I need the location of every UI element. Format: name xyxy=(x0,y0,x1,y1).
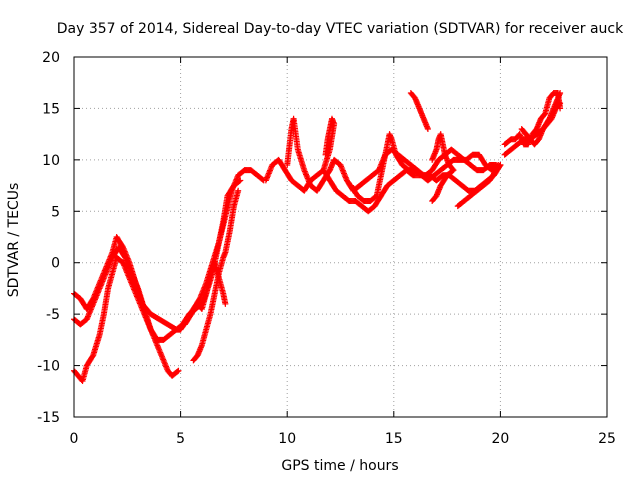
data-point xyxy=(496,163,503,170)
data-point xyxy=(89,353,96,360)
data-point xyxy=(236,178,243,185)
x-tick-label: 10 xyxy=(278,431,296,447)
data-point xyxy=(237,177,244,184)
data-point xyxy=(497,162,504,168)
x-tick-label: 20 xyxy=(491,431,509,447)
series-trace-9 xyxy=(348,131,502,204)
x-tick-label: 0 xyxy=(70,431,79,447)
series-trace-11 xyxy=(429,131,457,204)
y-tick-label: 0 xyxy=(51,256,60,272)
series-trace-15 xyxy=(518,100,564,148)
series-trace-10 xyxy=(407,90,431,132)
axis-ticks xyxy=(73,56,608,418)
y-tick-label: 20 xyxy=(42,50,60,66)
data-point xyxy=(430,196,437,203)
y-axis-label: SDTVAR / TECUs xyxy=(6,183,22,298)
data-points xyxy=(71,90,564,384)
y-tick-label: -5 xyxy=(46,307,60,323)
y-tick-label: 15 xyxy=(42,101,60,117)
data-point xyxy=(174,368,181,375)
series-trace-12 xyxy=(454,162,504,210)
data-point xyxy=(424,126,431,132)
data-point xyxy=(259,176,266,183)
chart-title: Day 357 of 2014, Sidereal Day-to-day VTE… xyxy=(57,21,624,37)
y-tick-label: -15 xyxy=(37,410,60,426)
y-tick-label: 5 xyxy=(51,204,60,220)
tick-labels: 0 5 10 15 20 25 -15 -10 -5 0 5 10 15 20 xyxy=(37,50,616,447)
x-axis-label: GPS time / hours xyxy=(281,458,398,474)
data-point xyxy=(429,198,436,204)
data-point xyxy=(235,187,242,194)
series-trace-8 xyxy=(320,115,338,174)
x-tick-label: 5 xyxy=(176,431,185,447)
x-tick-label: 25 xyxy=(598,431,616,447)
data-point xyxy=(320,167,327,174)
data-point xyxy=(556,101,563,108)
series-trace-4 xyxy=(190,187,242,364)
data-point xyxy=(557,100,564,107)
y-tick-label: -10 xyxy=(37,359,60,375)
series-trace-5 xyxy=(181,259,229,328)
x-tick-label: 15 xyxy=(385,431,403,447)
plot-frame xyxy=(73,56,608,418)
y-tick-label: 10 xyxy=(42,153,60,169)
data-point xyxy=(222,300,229,307)
series-trace-3 xyxy=(71,254,182,384)
data-point xyxy=(175,367,182,374)
